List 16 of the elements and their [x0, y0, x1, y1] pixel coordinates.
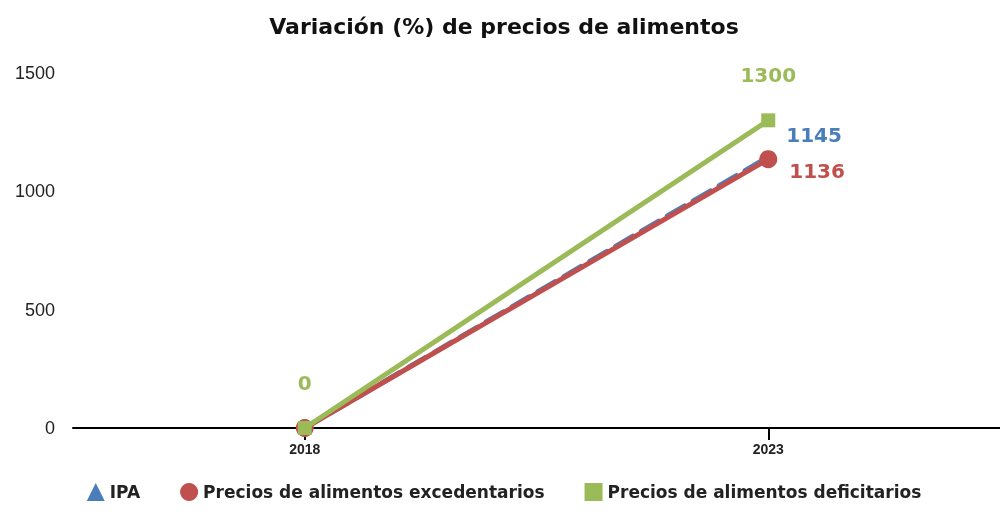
y-tick-label: 500: [24, 299, 55, 320]
legend-label: Precios de alimentos deficitarios: [607, 482, 922, 502]
x-tick-label: 2023: [752, 441, 785, 457]
y-tick-label: 0: [44, 418, 55, 438]
point: [761, 113, 776, 128]
chart-title: Variación (%) de precios de alimentos: [269, 13, 739, 39]
legend-label: Precios de alimentos excedentarios: [203, 482, 545, 502]
data-label: 1300: [740, 63, 797, 88]
y-tick-label: 1500: [14, 63, 55, 83]
x-tick-label: 2018: [289, 441, 321, 457]
point: [759, 150, 778, 169]
y-tick-label: 1000: [14, 181, 55, 202]
data-label: 1145: [786, 123, 842, 148]
data-label: 1136: [789, 159, 845, 184]
data-label: 0: [297, 371, 312, 395]
legend-label: IPA: [109, 482, 141, 502]
